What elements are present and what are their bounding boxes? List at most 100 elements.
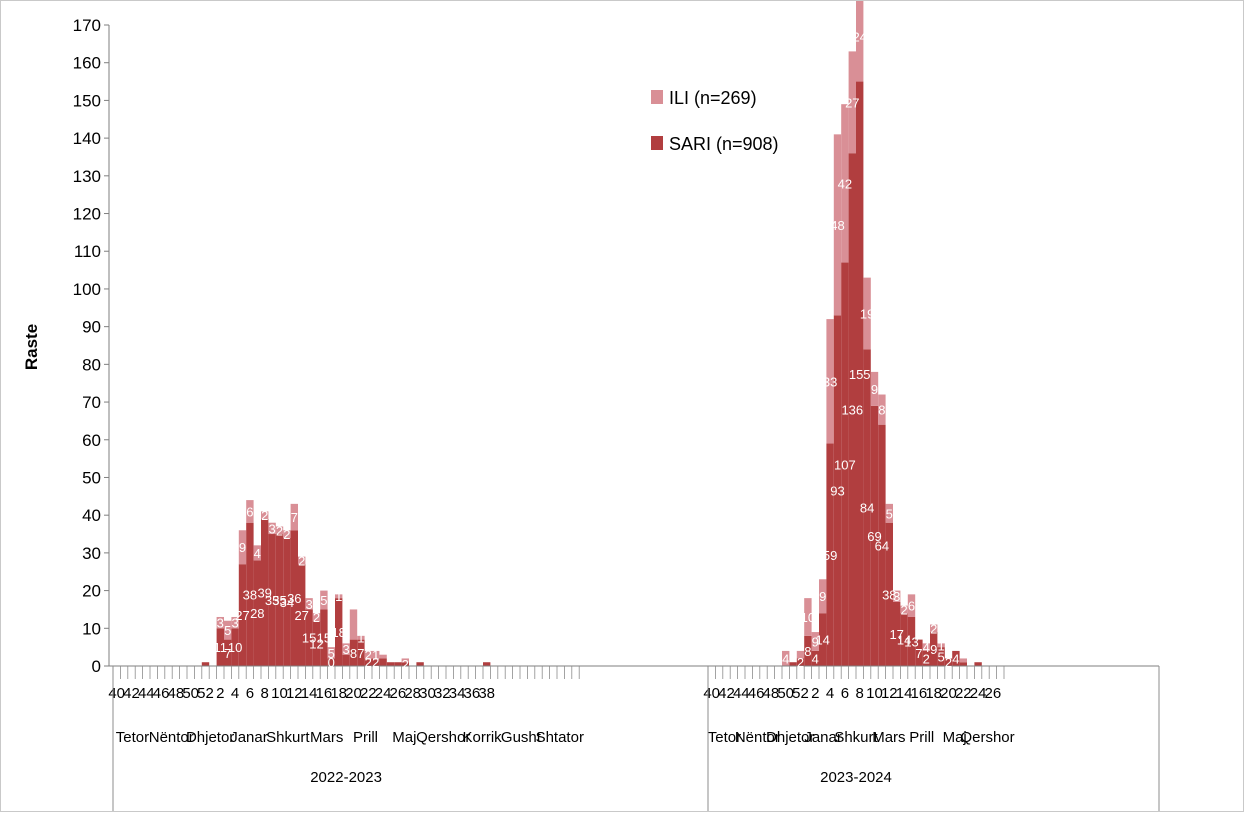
bar-ili bbox=[298, 556, 306, 565]
data-label-ili: 9 bbox=[871, 382, 878, 397]
data-label-ili: 27 bbox=[845, 95, 859, 110]
x-week-label: 16 bbox=[911, 685, 928, 702]
data-label-sari: 8 bbox=[350, 646, 357, 661]
bar-ili bbox=[312, 613, 321, 621]
data-label-sari: 2 bbox=[923, 651, 930, 666]
data-label-ili: 2 bbox=[313, 610, 320, 625]
x-week-label: 50 bbox=[777, 685, 794, 702]
y-tick-label: 40 bbox=[82, 506, 101, 525]
x-week-label: 12 bbox=[881, 685, 898, 702]
data-label-sari: 136 bbox=[841, 403, 863, 418]
data-label-sari: 8 bbox=[804, 644, 811, 659]
bar-ili bbox=[238, 530, 247, 565]
bar-sari bbox=[364, 658, 372, 666]
bar-sari bbox=[238, 564, 247, 666]
bar-ili bbox=[930, 624, 938, 633]
y-tick-label: 70 bbox=[82, 393, 101, 412]
x-week-label: 48 bbox=[763, 685, 780, 702]
data-label-ili: 4 bbox=[923, 640, 930, 655]
y-tick-label: 90 bbox=[82, 318, 101, 337]
data-label-ili: 5 bbox=[224, 623, 231, 638]
bar-ili bbox=[261, 511, 269, 519]
data-label-sari: 15 bbox=[302, 631, 316, 646]
data-label-sari: 14 bbox=[815, 633, 829, 648]
bar-sari bbox=[789, 662, 797, 666]
data-label-ili: 42 bbox=[838, 176, 852, 191]
x-week-label: 8 bbox=[261, 685, 269, 702]
data-label-ili: 2 bbox=[283, 527, 290, 542]
data-label-ili: 4 bbox=[782, 651, 789, 666]
x-week-label: 6 bbox=[246, 685, 254, 702]
bar-sari bbox=[335, 598, 343, 666]
data-label-sari: 35 bbox=[272, 593, 286, 608]
legend-label-sari: SARI (n=908) bbox=[669, 134, 779, 154]
bar-ili bbox=[335, 594, 343, 599]
axes-layer: 0102030405060708090100110120130140150160… bbox=[73, 16, 1160, 811]
bar-sari bbox=[224, 639, 232, 666]
bar-sari bbox=[372, 658, 380, 666]
bar-sari bbox=[357, 639, 365, 666]
x-month-label: Tetor bbox=[708, 729, 741, 746]
bar-ili bbox=[357, 635, 365, 640]
data-label-ili: 9 bbox=[819, 589, 826, 604]
data-label-sari: 2 bbox=[945, 655, 952, 670]
bar-sari bbox=[275, 534, 284, 666]
data-label-sari: 12 bbox=[309, 636, 323, 651]
x-month-label: Qershor bbox=[960, 729, 1014, 746]
data-label-sari: 69 bbox=[867, 529, 881, 544]
data-label-sari: 93 bbox=[830, 484, 844, 499]
x-month-label: Mars bbox=[310, 729, 343, 746]
legend-swatch-ili bbox=[651, 90, 663, 104]
bars-layer bbox=[201, 1, 982, 666]
x-month-label: Tetor bbox=[116, 729, 149, 746]
data-label-ili: 5 bbox=[328, 646, 335, 661]
x-week-label: 20 bbox=[940, 685, 957, 702]
x-week-label: 46 bbox=[153, 685, 170, 702]
x-week-label: 30 bbox=[419, 685, 436, 702]
x-week-label: 52 bbox=[197, 685, 214, 702]
y-tick-label: 10 bbox=[82, 619, 101, 638]
bar-sari bbox=[483, 662, 491, 666]
x-month-label: Gusht bbox=[501, 729, 542, 746]
bar-sari bbox=[841, 262, 849, 666]
bar-sari bbox=[394, 662, 402, 666]
x-week-label: 2 bbox=[811, 685, 819, 702]
data-label-sari: 4 bbox=[812, 651, 819, 666]
bar-ili bbox=[224, 620, 232, 640]
data-label-ili: 5 bbox=[320, 593, 327, 608]
data-label-sari: 35 bbox=[265, 593, 279, 608]
bar-ili bbox=[848, 51, 856, 154]
x-week-label: 48 bbox=[168, 685, 185, 702]
x-week-label: 10 bbox=[866, 685, 883, 702]
bar-sari bbox=[268, 534, 276, 666]
data-label-sari: 107 bbox=[834, 457, 856, 472]
bar-sari bbox=[878, 424, 886, 666]
data-label-sari: 0 bbox=[328, 655, 335, 670]
x-week-label: 8 bbox=[856, 685, 864, 702]
bar-sari bbox=[401, 662, 409, 666]
y-tick-label: 120 bbox=[73, 205, 101, 224]
data-label-sari: 84 bbox=[860, 501, 874, 516]
data-label-ili: 3 bbox=[305, 597, 312, 612]
data-label-ili: 2 bbox=[930, 621, 937, 636]
x-week-label: 26 bbox=[985, 685, 1002, 702]
x-week-label: 28 bbox=[404, 685, 421, 702]
x-week-label: 44 bbox=[733, 685, 750, 702]
bar-sari bbox=[826, 443, 834, 666]
x-week-label: 24 bbox=[970, 685, 987, 702]
bar-ili bbox=[878, 394, 886, 425]
x-week-label: 12 bbox=[286, 685, 303, 702]
x-week-label: 6 bbox=[841, 685, 849, 702]
bar-sari bbox=[848, 153, 856, 666]
x-week-label: 22 bbox=[955, 685, 972, 702]
bar-ili bbox=[364, 650, 372, 659]
bar-sari bbox=[959, 662, 967, 666]
data-label-ili: 2 bbox=[261, 508, 268, 523]
bar-ili bbox=[804, 598, 812, 636]
data-label-sari: 13 bbox=[904, 634, 918, 649]
bar-ili bbox=[349, 609, 358, 640]
x-week-label: 36 bbox=[464, 685, 481, 702]
bar-ili bbox=[893, 590, 901, 602]
bar-sari bbox=[893, 601, 901, 666]
data-label-sari: 38 bbox=[882, 587, 896, 602]
